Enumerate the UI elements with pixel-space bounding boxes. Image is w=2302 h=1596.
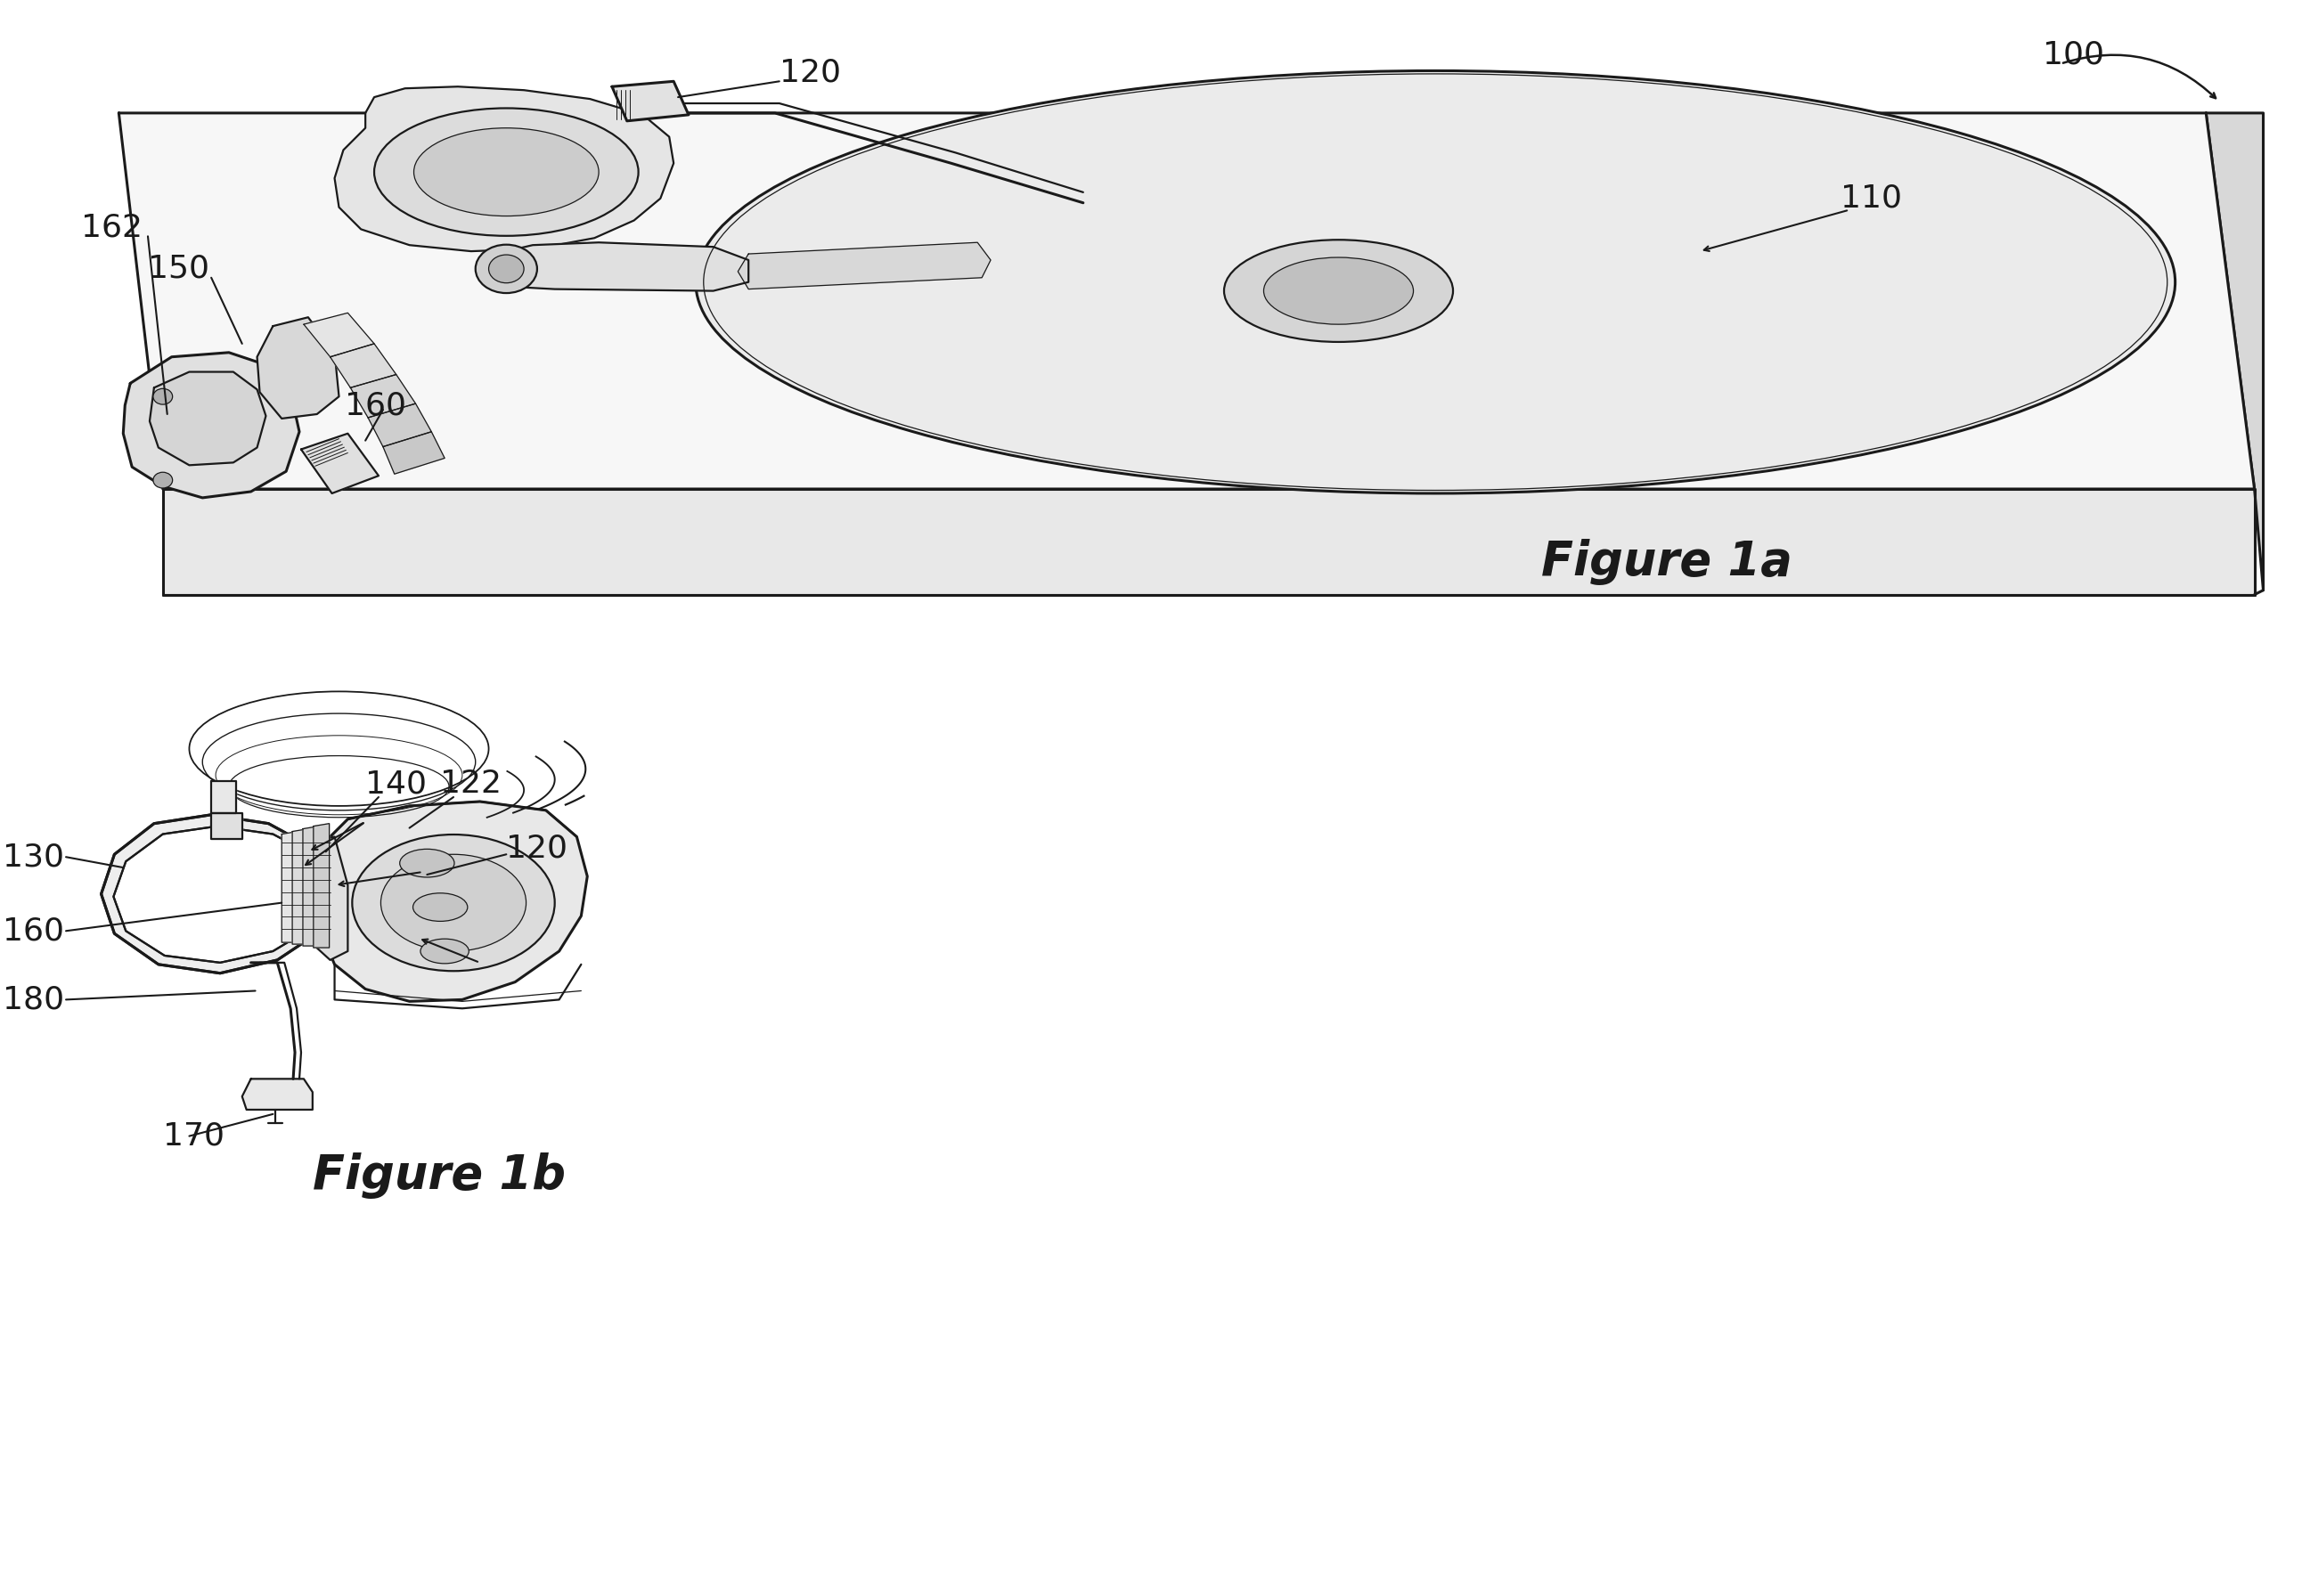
Text: 130: 130 [2, 841, 64, 871]
Polygon shape [120, 113, 2254, 488]
Polygon shape [368, 404, 430, 447]
Ellipse shape [352, 835, 555, 970]
Text: 160: 160 [2, 916, 64, 946]
Text: 150: 150 [147, 254, 209, 284]
Polygon shape [281, 832, 297, 942]
Polygon shape [212, 782, 235, 812]
Ellipse shape [375, 109, 638, 236]
Polygon shape [382, 433, 444, 474]
Ellipse shape [412, 894, 467, 921]
Ellipse shape [1264, 257, 1413, 324]
Polygon shape [124, 353, 299, 498]
Polygon shape [302, 434, 378, 493]
Text: 170: 170 [163, 1120, 223, 1151]
Polygon shape [101, 814, 320, 974]
Polygon shape [163, 488, 2254, 595]
Text: 100: 100 [2044, 40, 2104, 70]
Ellipse shape [488, 255, 525, 282]
Polygon shape [612, 81, 688, 121]
Ellipse shape [380, 854, 527, 951]
Polygon shape [334, 86, 674, 251]
Polygon shape [313, 824, 329, 948]
Polygon shape [329, 343, 396, 388]
Text: 180: 180 [2, 985, 64, 1015]
Ellipse shape [414, 128, 599, 215]
Ellipse shape [421, 938, 470, 964]
Ellipse shape [477, 244, 536, 294]
Text: 162: 162 [81, 212, 143, 243]
Text: 120: 120 [506, 833, 569, 863]
Polygon shape [493, 243, 748, 290]
Ellipse shape [401, 849, 453, 878]
Polygon shape [304, 827, 318, 946]
Polygon shape [320, 801, 587, 1001]
Text: 110: 110 [1842, 184, 1901, 214]
Polygon shape [258, 318, 338, 418]
Text: Figure 1b: Figure 1b [313, 1152, 566, 1199]
Polygon shape [212, 812, 242, 839]
Polygon shape [150, 372, 265, 464]
Text: Figure 1a: Figure 1a [1540, 539, 1793, 586]
Text: 160: 160 [345, 389, 407, 420]
Ellipse shape [154, 472, 173, 488]
Text: 122: 122 [440, 769, 502, 800]
Ellipse shape [695, 70, 2175, 493]
Polygon shape [350, 375, 417, 418]
Polygon shape [739, 243, 990, 289]
Ellipse shape [154, 388, 173, 404]
Polygon shape [308, 836, 348, 961]
Ellipse shape [1225, 239, 1453, 342]
Polygon shape [304, 313, 375, 358]
Text: 140: 140 [366, 769, 426, 800]
Polygon shape [292, 828, 308, 945]
Polygon shape [2205, 113, 2263, 591]
Polygon shape [242, 1079, 313, 1109]
Text: 120: 120 [780, 57, 840, 88]
